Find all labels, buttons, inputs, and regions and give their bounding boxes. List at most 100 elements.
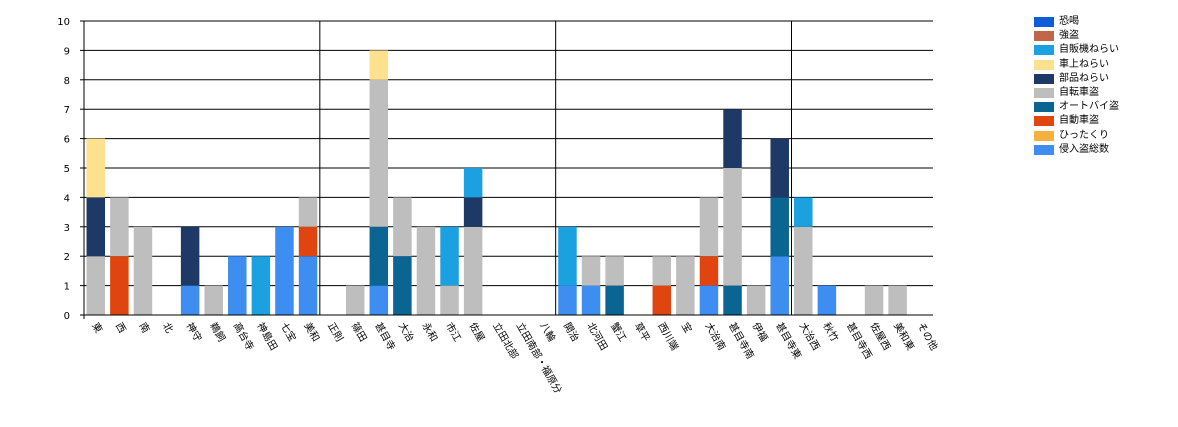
legend-item: 自転車盗 xyxy=(1034,86,1119,100)
x-tick-label: 大治南 xyxy=(702,320,728,352)
legend-item: 自販機ねらい xyxy=(1034,43,1119,57)
bar-segment xyxy=(699,285,719,315)
x-tick-label: 佐屋 xyxy=(467,321,487,344)
legend-item: 強盗 xyxy=(1034,29,1119,43)
y-tick-label: 7 xyxy=(64,105,70,116)
x-tick-label: 鵜飼 xyxy=(207,320,228,344)
legend-swatch xyxy=(1034,17,1054,28)
legend: 恐喝 強盗 自販機ねらい 車上ねらい 部品ねらい 自転車盗 オートバイ盗 自動車盗 ひったくり侵… xyxy=(1034,15,1119,157)
legend-item: ひったくり xyxy=(1034,129,1119,143)
axes xyxy=(80,20,933,319)
bar-segment xyxy=(558,285,577,315)
legend-swatch xyxy=(1034,73,1054,84)
bar-segment xyxy=(794,226,813,315)
x-tick-label: 北 xyxy=(160,321,175,336)
legend-item: 侵入盗総数 xyxy=(1034,143,1119,157)
bar-segment xyxy=(817,285,837,315)
y-tick-label: 8 xyxy=(64,76,70,87)
bar-segment xyxy=(298,226,318,257)
x-tick-label: 大治西 xyxy=(797,320,823,352)
bar-segment xyxy=(699,197,719,257)
bar-segment xyxy=(864,285,884,315)
x-tick-label: 永和 xyxy=(419,320,440,344)
x-tick-label: 高台寺 xyxy=(231,320,257,352)
x-tick-label: 神島田 xyxy=(254,320,280,352)
x-tick-label: 宝 xyxy=(679,320,695,335)
bar-segment xyxy=(345,285,365,315)
legend-label: ひったくり xyxy=(1059,129,1109,141)
x-tick-label: 開治 xyxy=(561,320,582,344)
legend-label: 強盗 xyxy=(1059,30,1079,42)
bar-segment xyxy=(180,285,200,315)
x-tick-label: 東 xyxy=(89,320,105,335)
bar-segment xyxy=(652,256,672,286)
legend-label: 侵入盗総数 xyxy=(1059,143,1109,155)
bar-segment xyxy=(110,197,129,257)
legend-swatch xyxy=(1034,130,1054,141)
bar-segment xyxy=(298,197,318,227)
legend-swatch xyxy=(1034,116,1054,127)
bar-segment xyxy=(652,285,672,315)
bar-segment xyxy=(369,226,389,286)
bar-segment xyxy=(133,226,153,315)
bar-segment xyxy=(770,197,789,257)
x-tick-label: 正則 xyxy=(325,321,345,344)
bar-segment xyxy=(794,197,813,227)
x-tick-label: 市江 xyxy=(443,320,464,344)
legend-label: 車上ねらい xyxy=(1059,58,1109,70)
x-tick-label: 西川端 xyxy=(655,320,681,352)
x-tick-label: 秋竹 xyxy=(820,320,841,344)
bar-segment xyxy=(770,256,789,315)
bar-segment xyxy=(676,256,695,315)
legend-label: オートバイ盗 xyxy=(1059,101,1119,113)
bar-segment xyxy=(251,256,271,315)
bar-segment xyxy=(723,168,742,286)
bar-segment xyxy=(463,168,483,198)
x-tick-label: その他 xyxy=(915,320,941,352)
legend-label: 自動車盗 xyxy=(1059,115,1099,127)
bar-segment xyxy=(416,226,436,315)
legend-item: 車上ねらい xyxy=(1034,58,1119,72)
x-tick-label: 西 xyxy=(113,321,128,335)
bar-segment xyxy=(393,197,412,257)
bars xyxy=(86,50,907,315)
legend-swatch xyxy=(1034,45,1054,56)
legend-label: 恐喝 xyxy=(1059,16,1079,27)
y-tick-label: 10 xyxy=(57,17,70,28)
legend-swatch xyxy=(1034,31,1054,42)
bar-segment xyxy=(463,226,483,315)
bar-segment xyxy=(275,226,294,315)
legend-item: 恐喝 xyxy=(1034,15,1119,29)
bar-segment xyxy=(86,138,106,198)
legend-label: 自販機ねらい xyxy=(1059,44,1119,56)
x-tick-label: 大治 xyxy=(396,320,417,344)
x-tick-label: 蟹江 xyxy=(608,320,629,344)
legend-label: 自転車盗 xyxy=(1059,86,1099,98)
legend-swatch xyxy=(1034,102,1054,113)
x-tick-labels: 東西南北神守 鵜飼 高台寺 神島田 七宝 美和 正則 篠田 甚目寺 大治 永和 市江 佐屋 立田北部立田南… xyxy=(89,320,941,396)
bar-segment xyxy=(393,256,412,315)
bar-segment xyxy=(558,226,577,286)
y-tick-label: 1 xyxy=(64,282,70,293)
bar-segment xyxy=(228,256,247,315)
bar-segment xyxy=(581,285,601,315)
y-tick-label: 4 xyxy=(64,193,70,204)
legend-swatch xyxy=(1034,88,1054,99)
x-tick-label: 佐屋西 xyxy=(867,321,892,353)
x-tick-label: 神守 xyxy=(184,320,205,344)
x-tick-label: 八輪 xyxy=(537,320,558,344)
legend-item: オートバイ盗 xyxy=(1034,100,1119,114)
bar-segment xyxy=(110,256,129,315)
y-tick-label: 6 xyxy=(64,135,70,146)
x-tick-label: 美和東 xyxy=(891,320,917,352)
legend-swatch xyxy=(1034,59,1054,70)
x-tick-label: 北河田 xyxy=(584,321,609,353)
y-tick-label: 3 xyxy=(64,223,70,234)
x-tick-label: 草平 xyxy=(632,321,652,344)
bar-segment xyxy=(888,285,907,315)
bar-segment xyxy=(581,256,601,286)
bar-segment xyxy=(699,256,719,286)
bar-segment xyxy=(369,50,389,80)
bar-segment xyxy=(204,285,223,315)
